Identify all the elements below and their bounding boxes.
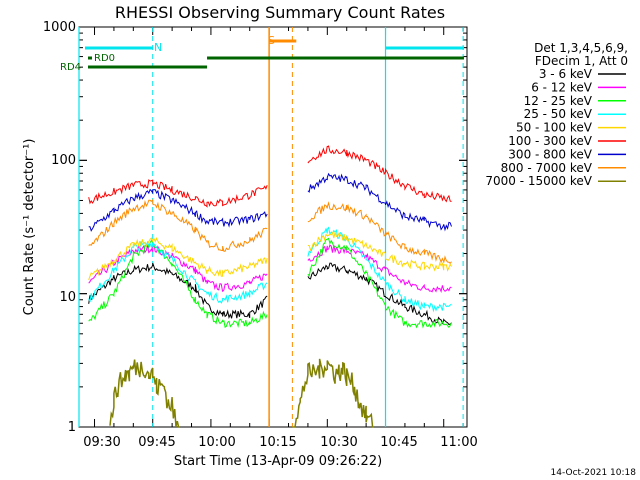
series-line [88,172,452,232]
legend-label: 25 - 50 keV [524,107,593,121]
x-tick-label: 11:00 [440,435,477,450]
series-line [109,358,374,428]
status-flags [85,39,464,69]
legend: Det 1,3,4,5,6,9, FDecim 1, Att 0 3 - 6 k… [485,41,628,188]
legend-label: 6 - 12 keV [531,80,593,94]
x-tick-label: 09:45 [138,435,175,450]
series-line [88,198,452,265]
x-axis-label: Start Time (13-Apr-09 09:26:22) [174,454,382,469]
legend-label: 100 - 300 keV [508,134,592,148]
annotation-label-s: S [268,34,275,47]
legend-header-line: Det 1,3,4,5,6,9, [534,41,628,55]
x-tick-label: 09:30 [83,435,120,450]
y-tick-labels: 1 10 100 1000 [43,20,76,435]
chart-title: RHESSI Observing Summary Count Rates [115,3,445,22]
annotation-label-n: N [154,41,162,54]
series-line [88,244,452,293]
legend-label: 300 - 800 keV [508,147,592,161]
x-tick-label: 10:30 [320,435,357,450]
series-line [88,262,452,326]
legend-label: 12 - 25 keV [524,94,593,108]
y-tick-label: 100 [51,153,76,168]
y-tick-label: 10 [59,290,76,305]
timestamp: 14-Oct-2021 10:18 [551,468,637,478]
axis-ticks [79,26,467,428]
series-line [88,237,452,329]
y-tick-label: 1 [68,420,76,435]
x-tick-label: 10:15 [259,435,296,450]
x-tick-label: 10:00 [198,435,235,450]
annotation-vlines [78,27,464,427]
series-lines [88,145,452,428]
series-line [88,230,452,281]
x-tick-labels: 09:30 09:45 10:00 10:15 10:30 10:45 11:0… [83,435,477,450]
annotation-label-rd4: RD4 [60,62,81,73]
y-tick-label: 1000 [43,20,76,35]
legend-label: 3 - 6 keV [539,67,593,81]
x-tick-label: 10:45 [380,435,417,450]
legend-header-line: FDecim 1, Att 0 [535,54,628,68]
legend-label: 800 - 7000 keV [501,161,593,175]
y-axis-label: Count Rate (s⁻¹ detector⁻¹) [22,139,37,316]
legend-label: 50 - 100 keV [516,121,593,135]
series-line [88,145,452,208]
legend-label: 7000 - 15000 keV [485,174,592,188]
annotation-label-rd0: RD0 [94,53,115,64]
